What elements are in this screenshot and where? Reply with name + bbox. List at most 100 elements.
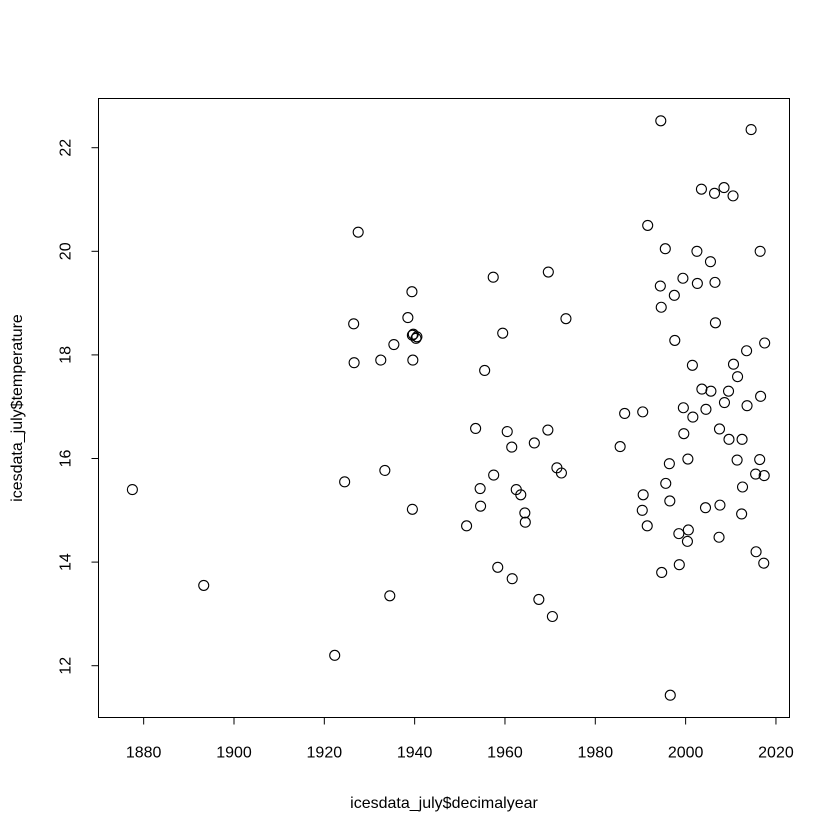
data-point (677, 402, 689, 414)
data-point (736, 433, 748, 445)
data-point (673, 559, 685, 571)
data-point (718, 182, 730, 194)
y-tick-label: 18 (58, 346, 75, 364)
data-point (198, 579, 210, 591)
data-point (470, 422, 482, 435)
x-tick-label: 1880 (126, 745, 162, 762)
data-point (660, 477, 672, 489)
data-point (669, 334, 681, 346)
data-point (637, 406, 649, 418)
x-axis: 1880 1900 1920 1940 1960 1980 2000 2020 (126, 717, 794, 762)
data-point (714, 499, 726, 511)
data-point (560, 313, 572, 325)
data-point (750, 546, 762, 558)
data-point (696, 383, 708, 395)
data-point (614, 441, 626, 453)
data-point (519, 516, 531, 528)
plot-frame (98, 98, 790, 718)
data-point (704, 256, 717, 268)
x-tick-label: 2020 (758, 745, 794, 762)
data-point (741, 400, 753, 412)
x-tick-label: 1900 (216, 745, 252, 762)
data-point (754, 245, 766, 257)
data-point (497, 327, 509, 339)
data-point (722, 385, 735, 397)
data-point (501, 426, 513, 438)
data-point (656, 566, 668, 579)
data-point (406, 503, 418, 515)
data-point (528, 437, 540, 449)
data-point (329, 649, 341, 661)
data-point (642, 219, 654, 231)
data-point (709, 317, 721, 329)
y-tick-label: 12 (58, 657, 75, 675)
data-point (682, 524, 694, 536)
data-point (678, 428, 690, 440)
data-point (506, 573, 518, 585)
data-point (673, 528, 685, 540)
data-point (474, 482, 486, 495)
data-point (410, 332, 422, 344)
data-point (723, 433, 735, 445)
data-point (727, 358, 740, 370)
data-point (641, 520, 653, 532)
x-tick-label: 1980 (578, 745, 614, 762)
data-point (542, 266, 554, 278)
data-point (492, 561, 504, 573)
data-point (736, 508, 748, 520)
data-point (402, 312, 414, 324)
x-tick-label: 1960 (487, 745, 523, 762)
data-point (687, 411, 699, 423)
data-point (750, 468, 762, 480)
data-point (352, 226, 364, 238)
data-point (691, 245, 703, 257)
data-point (619, 407, 631, 419)
data-point (411, 331, 423, 343)
data-point (487, 271, 499, 283)
data-point (637, 489, 649, 501)
data-point (691, 277, 703, 289)
data-point (479, 364, 491, 376)
data-point (758, 557, 770, 569)
data-point (348, 357, 360, 369)
data-point (718, 397, 731, 409)
x-axis-label: icesdata_july$decimalyear (350, 795, 538, 812)
data-point (406, 286, 418, 298)
data-point (555, 467, 567, 479)
data-point (384, 590, 396, 602)
data-point (682, 453, 694, 465)
data-point (668, 289, 680, 301)
data-point (655, 115, 667, 127)
data-point (663, 458, 675, 470)
data-point (713, 423, 726, 435)
y-tick-label: 16 (58, 450, 75, 468)
y-tick-label: 20 (58, 242, 75, 260)
data-point (126, 484, 138, 496)
data-point (709, 276, 721, 288)
data-point (736, 481, 749, 493)
x-tick-label: 1920 (307, 745, 343, 762)
x-tick-label: 1940 (397, 745, 433, 762)
data-point (754, 453, 766, 466)
data-point (727, 190, 739, 202)
x-tick-label: 2000 (668, 745, 704, 762)
data-point (699, 502, 712, 514)
data-point (379, 464, 391, 476)
data-point (758, 470, 770, 482)
data-point (339, 476, 351, 488)
data-point (659, 243, 671, 255)
data-point (681, 535, 693, 547)
data-point (506, 441, 518, 453)
data-point (348, 318, 360, 330)
data-point (407, 354, 419, 366)
data-point (731, 454, 743, 466)
data-point (546, 610, 558, 623)
data-point (713, 531, 725, 543)
data-point (515, 489, 527, 501)
data-point (732, 371, 744, 383)
y-axis-label: icesdata_july$temperature (9, 314, 26, 502)
data-point (686, 359, 698, 371)
y-tick-label: 22 (58, 139, 75, 157)
data-point (533, 593, 545, 605)
